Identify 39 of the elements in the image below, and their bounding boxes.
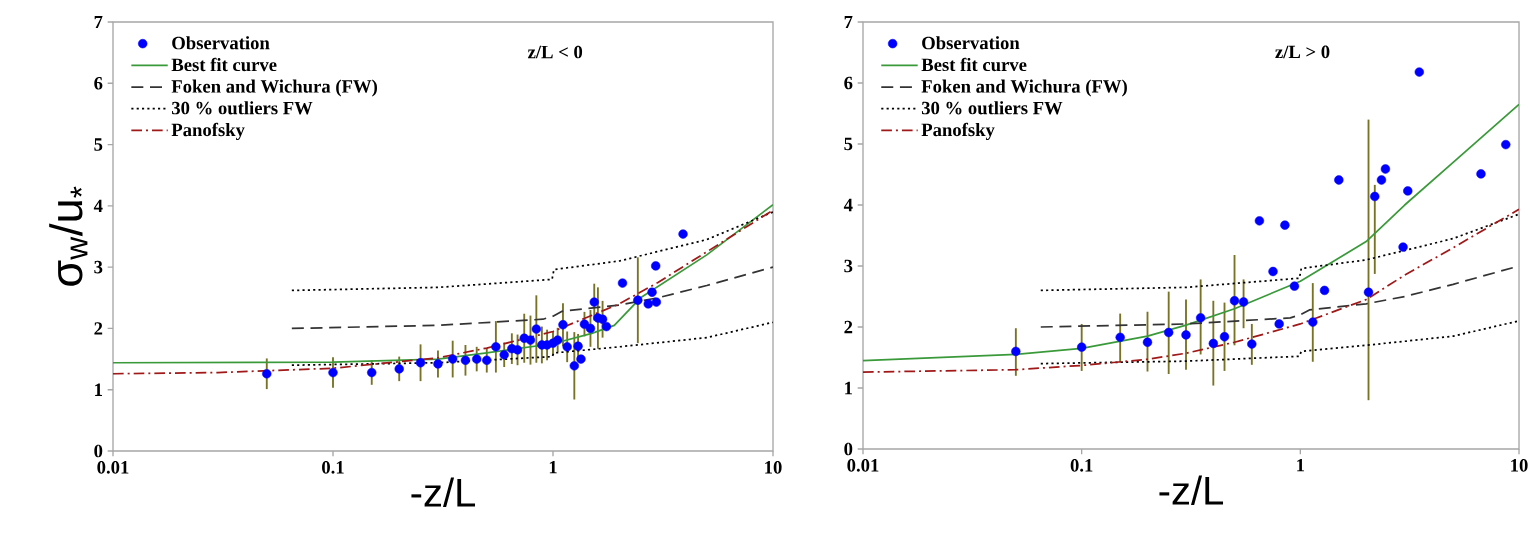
x-tick-label: 0.1 — [1070, 459, 1093, 472]
annotation: z/L < 0 — [527, 45, 583, 59]
x-tick-label: 1 — [1297, 459, 1305, 472]
x-tick-label: 1 — [549, 461, 557, 474]
y-tick-label: 5 — [94, 138, 103, 151]
x-tick-label: 10 — [765, 461, 782, 474]
y-tick-label: 3 — [94, 260, 103, 274]
x-tick-label: 0.01 — [847, 459, 879, 472]
annotation: z/L > 0 — [1275, 45, 1330, 59]
x-axis-title: -z/L — [1159, 475, 1224, 505]
legend-label: Panofsky — [921, 122, 995, 140]
legend-label: Best fit curve — [171, 57, 277, 72]
x-tick-label: 10 — [1511, 459, 1528, 472]
x-tick-label: 0.01 — [97, 461, 129, 474]
legend-label: Foken and Wichura (FW) — [921, 79, 1127, 97]
y-tick-label: 0 — [844, 442, 853, 456]
y-tick-label: 7 — [94, 15, 103, 29]
y-tick-label: 4 — [93, 199, 103, 212]
y-tick-label: 6 — [94, 77, 103, 90]
legend-label: Foken and Wichura (FW) — [171, 79, 378, 97]
y-tick-label: 2 — [844, 320, 853, 334]
y-tick-label: 5 — [844, 137, 853, 151]
y-tick-label: 0 — [94, 444, 103, 458]
y-tick-label: 7 — [844, 15, 853, 29]
legend-label: 30 % outliers FW — [172, 101, 313, 115]
legend-label: Best fit curve — [921, 57, 1027, 72]
legend-label: Observation — [922, 36, 1020, 50]
y-tick-label: 1 — [95, 383, 102, 396]
x-axis-title: -z/L — [411, 477, 476, 507]
legend-label: Observation — [172, 36, 270, 50]
legend-label: Panofsky — [171, 122, 245, 141]
y-axis-title: σ$_{w}$/u$_{*}$ — [49, 186, 88, 286]
y-tick-label: 3 — [844, 259, 853, 273]
y-tick-label: 2 — [94, 322, 103, 335]
y-tick-label: 6 — [844, 76, 853, 90]
y-tick-label: 1 — [845, 381, 852, 395]
y-tick-label: 4 — [843, 198, 853, 212]
x-tick-label: 0.1 — [322, 461, 344, 474]
legend-label: 30 % outliers FW — [921, 101, 1063, 115]
